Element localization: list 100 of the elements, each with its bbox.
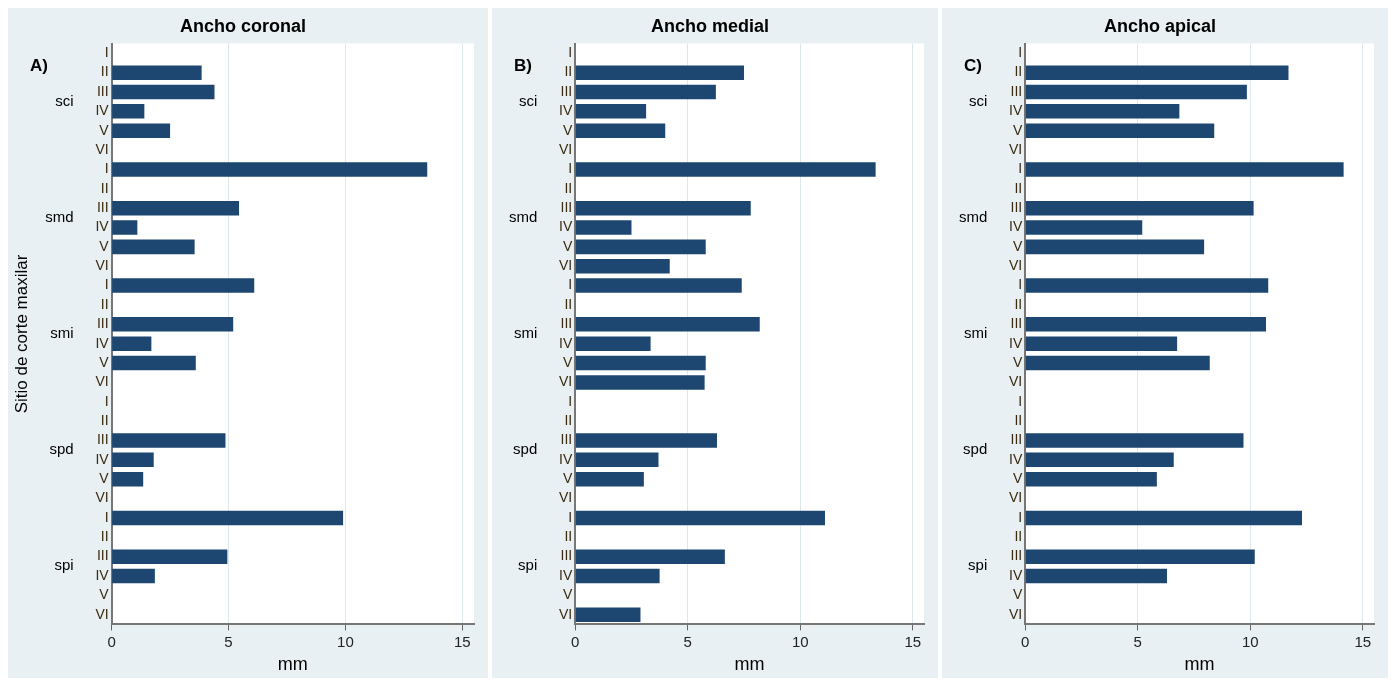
y-tick-label: III [96, 199, 109, 216]
y-tick-label: V [99, 586, 110, 603]
y-tick-label: IV [558, 218, 573, 235]
x-tick-label: 5 [683, 632, 692, 650]
text: smd [508, 207, 538, 225]
y-tick-label: V [562, 470, 573, 487]
y-tick-label: VI [558, 373, 573, 390]
y-tick-label: IV [95, 566, 110, 583]
y-tick-label: VI [95, 257, 109, 274]
y-tick-label: III [560, 82, 573, 99]
y-tick-label: IV [558, 450, 573, 467]
y-tick-label: III [560, 315, 573, 332]
y-tick-label: II [564, 295, 573, 312]
bar [1025, 471, 1157, 487]
bar [112, 336, 152, 351]
bar [112, 123, 171, 138]
text: smd [45, 207, 74, 225]
bar [1025, 452, 1174, 468]
y-tick-label: II [564, 63, 573, 80]
bar [112, 200, 240, 216]
y-tick-label: I [1018, 276, 1023, 293]
bar [112, 65, 202, 80]
y-tick-label: V [1012, 121, 1023, 138]
bar [575, 607, 641, 622]
bar [112, 162, 428, 177]
y-tick-label: IV [1008, 566, 1023, 583]
x-axis-title: mm [277, 654, 308, 675]
y-tick-label: VI [558, 257, 573, 274]
bar [575, 200, 751, 216]
y-tick-label: IV [95, 450, 110, 467]
x-tick-label: 10 [1241, 632, 1259, 650]
y-tick-label: II [564, 179, 573, 196]
y-tick-label: II [100, 179, 109, 196]
y-tick-label: III [96, 547, 109, 564]
y-tick-label: VI [1008, 605, 1023, 622]
y-tick-label: IV [95, 218, 110, 235]
x-tick-label: 0 [1021, 632, 1030, 650]
y-tick-label: III [96, 431, 109, 448]
y-tick-label: II [100, 528, 109, 545]
y-tick-label: I [568, 44, 573, 61]
y-tick-label: IV [95, 334, 110, 351]
y-tick-label: V [99, 121, 110, 138]
y-tick-label: I [568, 508, 573, 525]
y-tick-label: VI [558, 140, 573, 157]
bar [112, 568, 155, 584]
bar [575, 375, 705, 390]
y-tick-label: II [1014, 179, 1023, 196]
text: spi [968, 556, 988, 574]
x-tick-label: 10 [337, 632, 354, 650]
bar [112, 220, 138, 235]
y-tick-label: II [100, 63, 109, 80]
y-tick-label: VI [95, 140, 109, 157]
bar [1025, 65, 1289, 80]
text: B) [514, 55, 532, 75]
bar [112, 549, 228, 564]
y-tick-label: IV [558, 334, 573, 351]
text: spd [963, 440, 988, 458]
y-tick-label: I [104, 44, 109, 61]
bar [1025, 568, 1167, 584]
y-tick-label: V [1012, 353, 1023, 370]
bar [112, 355, 196, 371]
bar [575, 65, 744, 80]
bar [1025, 336, 1178, 351]
y-tick-label: I [1018, 392, 1023, 409]
text: A) [30, 55, 48, 75]
bar [1025, 433, 1244, 448]
text: sci [55, 91, 74, 109]
y-tick-label: V [1012, 586, 1023, 603]
chart-title: Ancho medial [650, 15, 770, 36]
bar [575, 510, 825, 526]
x-tick-label: 15 [904, 632, 922, 650]
y-tick-label: I [104, 392, 109, 409]
y-tick-label: III [1010, 547, 1023, 564]
text: smi [513, 324, 538, 342]
bar [112, 317, 234, 332]
y-tick-label: V [562, 121, 573, 138]
bar [1025, 278, 1269, 293]
chart-title: Ancho coronal [179, 15, 307, 36]
bar [112, 84, 215, 100]
y-tick-label: I [104, 276, 109, 293]
y-tick-label: IV [558, 566, 573, 583]
text: smd [958, 207, 988, 225]
y-tick-label: VI [558, 605, 573, 622]
text: smi [963, 324, 988, 342]
bar [575, 162, 876, 177]
bar [1025, 239, 1205, 255]
y-tick-label: V [562, 586, 573, 603]
y-tick-label: V [1012, 237, 1023, 254]
y-tick-label: II [1014, 63, 1023, 80]
bar [112, 452, 154, 468]
y-tick-label: VI [95, 373, 109, 390]
bar [1025, 200, 1254, 216]
y-tick-label: V [562, 237, 573, 254]
y-tick-label: V [99, 353, 110, 370]
y-tick-label: III [1010, 431, 1023, 448]
bar [575, 433, 717, 448]
bar [575, 471, 644, 487]
y-tick-label: III [1010, 82, 1023, 99]
y-tick-label: II [1014, 295, 1023, 312]
bar [112, 278, 255, 293]
